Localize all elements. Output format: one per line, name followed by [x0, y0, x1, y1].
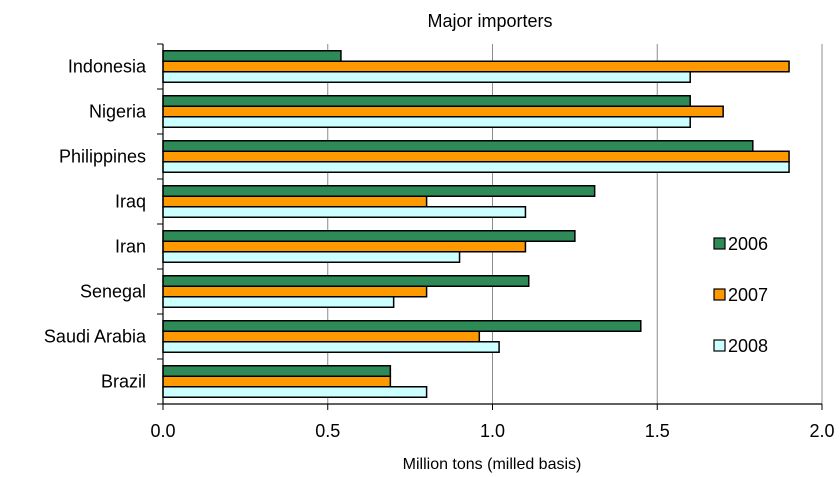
legend-swatch	[713, 339, 726, 352]
bar	[162, 150, 790, 163]
y-tick-label: Iraq	[115, 192, 146, 212]
bars	[162, 50, 790, 398]
legend-swatch	[713, 237, 726, 250]
legend-label: 2008	[728, 336, 768, 356]
x-tick-label: 0.0	[150, 421, 175, 441]
bar	[162, 320, 642, 332]
x-tick-label: 2.0	[809, 421, 834, 441]
legend-label: 2007	[728, 285, 768, 305]
bar	[162, 185, 596, 197]
axes: Indonesia Nigeria Philippines Iraq Iran Seneg…	[44, 43, 835, 441]
y-tick-label: Senegal	[80, 282, 146, 302]
bar	[162, 116, 691, 128]
bar	[162, 375, 392, 388]
bar	[162, 240, 527, 253]
x-tick-label: 1.5	[645, 421, 670, 441]
bar	[162, 140, 754, 152]
bar	[162, 50, 342, 62]
y-tick-label: Nigeria	[89, 102, 147, 122]
legend: 2006 2007 2008	[713, 234, 768, 356]
y-tick-label: Brazil	[101, 372, 146, 392]
y-tick-label: Philippines	[59, 147, 146, 167]
x-tick-label: 0.5	[315, 421, 340, 441]
chart-title: Major importers	[427, 11, 552, 31]
legend-swatch	[713, 288, 726, 301]
bar	[162, 341, 500, 353]
x-tick-label: 1.0	[480, 421, 505, 441]
bar	[162, 230, 576, 242]
y-tick-label: Saudi Arabia	[44, 327, 147, 347]
bar	[162, 71, 691, 83]
bar	[162, 195, 428, 208]
legend-label: 2006	[728, 234, 768, 254]
bar	[162, 105, 724, 118]
y-tick-label: Indonesia	[68, 57, 147, 77]
y-tick-label: Iran	[115, 237, 146, 257]
bar	[162, 365, 392, 377]
bar	[162, 275, 530, 287]
x-axis-label: Million tons (milled basis)	[403, 456, 582, 473]
bar	[162, 296, 395, 308]
bar	[162, 251, 461, 263]
bar	[162, 330, 481, 343]
bar	[162, 285, 428, 298]
bar	[162, 95, 691, 107]
bar	[162, 206, 527, 218]
bar	[162, 161, 790, 173]
bar	[162, 386, 428, 398]
bar	[162, 60, 790, 73]
